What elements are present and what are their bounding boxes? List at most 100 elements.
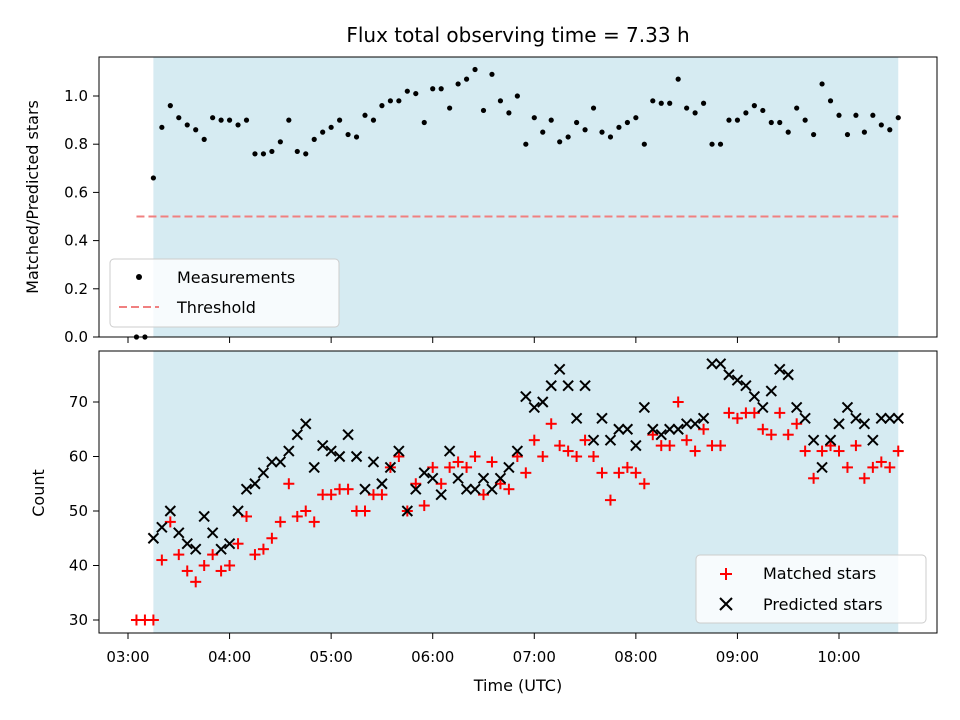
bottom-y-axis-label: Count <box>29 469 48 517</box>
x-tick-label: 08:00 <box>614 648 657 666</box>
predicted-star-point <box>655 428 667 441</box>
predicted-star-point <box>181 537 193 550</box>
predicted-star-point <box>714 358 727 370</box>
predicted-star-point <box>858 418 871 430</box>
measurement-point <box>159 124 165 130</box>
measurement-point <box>633 115 639 121</box>
matched-star-point <box>232 538 244 550</box>
matched-star-point <box>681 434 693 446</box>
measurement-point <box>760 107 766 114</box>
predicted-star-point <box>562 379 574 392</box>
predicted-star-point <box>266 456 278 468</box>
predicted-star-point <box>892 412 904 425</box>
measurement-point <box>641 141 647 147</box>
matched-star-point <box>892 445 904 457</box>
predicted-star-point <box>401 505 414 517</box>
measurement-point <box>370 117 377 123</box>
predicted-star-point <box>731 374 744 386</box>
legend-marker-predicted <box>719 597 733 611</box>
predicted-star-point <box>308 461 320 474</box>
measurement-point <box>540 129 546 135</box>
matched-star-point <box>833 445 845 457</box>
measurement-point <box>362 112 368 118</box>
matched-star-point <box>511 451 523 462</box>
predicted-star-point <box>596 412 608 425</box>
matched-star-point <box>638 478 650 490</box>
matched-star-point <box>723 407 735 419</box>
measurement-point <box>684 105 690 111</box>
measurement-point <box>260 151 267 157</box>
measurement-point <box>658 100 664 106</box>
bottom-y-ticks: 30 40 50 60 70 <box>69 393 99 629</box>
matched-star-point <box>461 461 473 473</box>
measurement-point <box>794 105 800 111</box>
measurement-point <box>328 124 334 130</box>
matched-star-point <box>528 434 540 446</box>
bottom-panel: 30 40 50 60 70 03:00 04:00 05:00 06:00 07:00 08:0… <box>29 350 938 695</box>
bottom-y-tick-label: 70 <box>69 393 88 411</box>
measurement-point <box>438 86 444 92</box>
predicted-star-point <box>553 363 566 376</box>
predicted-star-point <box>274 456 287 468</box>
matched-star-point <box>748 407 760 419</box>
measurement-point <box>836 112 842 118</box>
bottom-axes-frame <box>98 350 938 634</box>
predicted-star-point <box>249 478 261 490</box>
predicted-star-point <box>740 379 752 392</box>
measurement-point <box>802 117 808 123</box>
measurement-point <box>413 90 419 97</box>
predicted-star-point <box>511 445 524 457</box>
matched-star-point <box>858 472 870 484</box>
matched-star-point <box>198 560 210 571</box>
bottom-y-tick-label: 30 <box>69 611 88 629</box>
matched-star-point <box>283 478 295 490</box>
matched-star-point <box>494 478 506 490</box>
measurement-point <box>353 134 360 140</box>
matched-star-point <box>791 418 803 430</box>
matched-star-point <box>207 549 219 561</box>
measurement-point <box>150 175 156 181</box>
predicted-star-point <box>410 483 422 495</box>
top-panel: 0.0 0.2 0.4 0.6 0.8 1.0 Matched/Predicted sta… <box>23 56 938 346</box>
measurement-point <box>844 131 851 138</box>
matched-star-point <box>300 505 312 517</box>
predicted-star-point <box>706 358 718 370</box>
matched-star-point <box>478 489 489 501</box>
measurement-point <box>887 127 893 133</box>
measurement-point <box>827 98 834 104</box>
predicted-star-point <box>486 483 498 495</box>
measurement-point <box>861 129 867 135</box>
measurement-point <box>878 122 884 128</box>
matched-star-point <box>664 440 676 452</box>
legend-marker-measurements <box>136 274 142 280</box>
measurement-point <box>785 129 791 135</box>
matched-star-point <box>444 461 456 473</box>
measurement-point <box>616 124 622 130</box>
measurement-point <box>726 117 732 123</box>
top-y-tick-label: 0.8 <box>64 135 88 153</box>
matched-star-point <box>393 451 405 462</box>
predicted-star-point <box>469 483 481 495</box>
measurement-point <box>218 117 224 123</box>
predicted-star-point <box>782 369 794 381</box>
matched-star-point <box>562 445 574 457</box>
predicted-star-point <box>807 434 820 446</box>
matched-star-point <box>147 614 159 626</box>
bottom-y-tick-label: 50 <box>69 502 88 520</box>
matched-star-point <box>689 445 701 457</box>
x-axis-label: Time (UTC) <box>473 676 562 695</box>
predicted-star-point <box>367 456 380 468</box>
predicted-star-point <box>748 390 761 403</box>
measurement-point <box>853 112 859 118</box>
matched-star-point <box>774 407 786 419</box>
matched-star-point <box>503 483 515 495</box>
legend-label-measurements: Measurements <box>177 268 295 287</box>
matched-star-point <box>799 445 811 457</box>
predicted-star-point <box>579 379 591 392</box>
bottom-legend-box <box>695 554 927 624</box>
measurement-point <box>768 119 774 126</box>
legend-label-matched: Matched stars <box>763 564 876 583</box>
matched-star-point <box>342 483 354 495</box>
predicted-star-point <box>359 483 371 495</box>
predicted-star-point <box>147 532 160 544</box>
